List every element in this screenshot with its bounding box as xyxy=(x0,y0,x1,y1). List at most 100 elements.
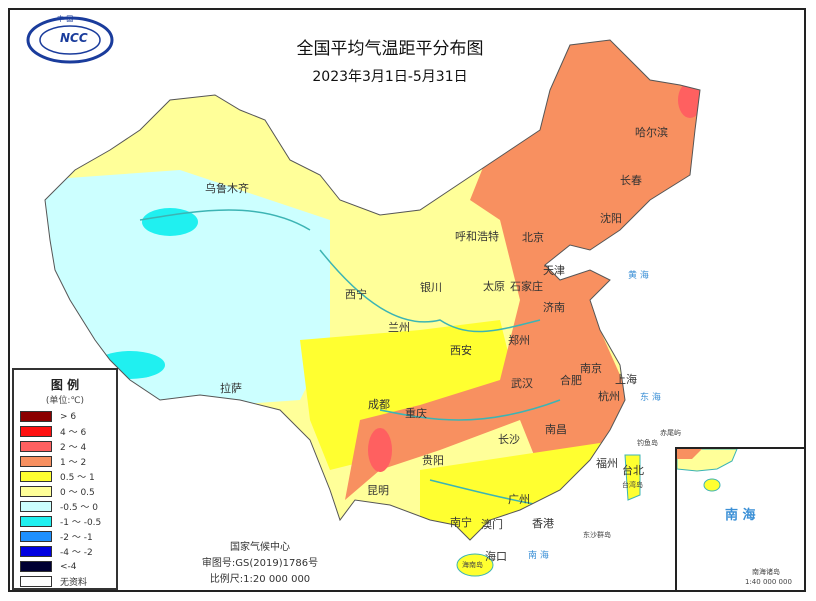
legend-swatch xyxy=(20,426,52,437)
city-label: 沈阳 xyxy=(600,212,622,225)
island-label: 赤尾屿 xyxy=(660,429,681,437)
city-label: 合肥 xyxy=(560,374,582,387)
taiwan xyxy=(624,454,641,501)
south-china-sea-inset: 南 海 南海诸岛 1:40 000 000 xyxy=(675,447,806,592)
city-label: 贵阳 xyxy=(422,454,444,467)
inset-sea-label: 南 海 xyxy=(725,508,756,523)
legend-label: <-4 xyxy=(60,561,77,572)
legend-item: 0.5 ～ 1 xyxy=(20,469,116,484)
city-label: 济南 xyxy=(543,301,565,314)
city-label: 兰州 xyxy=(388,321,410,334)
city-label: 澳门 xyxy=(481,518,503,531)
city-label: 西安 xyxy=(450,344,472,357)
region-0.5-1 xyxy=(300,320,520,470)
approval-number: 审图号:GS(2019)1786号 xyxy=(201,558,319,569)
legend-item: -0.5 ～ 0 xyxy=(20,499,116,514)
city-label: 银川 xyxy=(420,281,442,294)
city-label: 成都 xyxy=(368,398,390,411)
city-label: 拉萨 xyxy=(220,382,242,395)
legend-swatch xyxy=(20,531,52,542)
legend-swatch xyxy=(20,456,52,467)
inset-scale: 1:40 000 000 xyxy=(745,578,792,586)
city-label: 石家庄 xyxy=(510,280,543,293)
region-neg0.5-0 xyxy=(45,170,330,410)
island-label: 钓鱼岛 xyxy=(637,439,658,447)
legend-swatch xyxy=(20,576,52,587)
region-neg1 xyxy=(142,208,198,236)
city-label: 南京 xyxy=(580,362,602,375)
region-2-4 xyxy=(368,428,392,472)
legend-swatch xyxy=(20,486,52,497)
city-label: 乌鲁木齐 xyxy=(205,182,249,195)
map-frame xyxy=(8,8,806,592)
logo-top-text: 中 国 xyxy=(57,15,74,23)
hainan xyxy=(456,553,494,577)
legend-label: 1 ～ 2 xyxy=(60,458,87,468)
map-footer: 国家气候中心 审图号:GS(2019)1786号 比例尺:1:20 000 00… xyxy=(180,540,340,588)
city-label: 呼和浩特 xyxy=(455,230,499,243)
legend-swatch xyxy=(20,546,52,557)
legend-label: 0 ～ 0.5 xyxy=(60,488,95,498)
region-2-4 xyxy=(678,82,700,118)
city-label: 郑州 xyxy=(508,334,530,347)
legend-swatch xyxy=(20,441,52,452)
city-label: 天津 xyxy=(543,264,565,277)
legend-item: 4 ～ 6 xyxy=(20,424,116,439)
legend-swatch xyxy=(20,516,52,527)
scale: 比例尺:1:20 000 000 xyxy=(209,574,311,585)
city-label: 长春 xyxy=(620,174,642,187)
city-label: 南昌 xyxy=(545,423,567,436)
logo-text: NCC xyxy=(60,31,88,45)
legend-swatch xyxy=(20,501,52,512)
city-label: 武汉 xyxy=(511,377,533,390)
inset-map xyxy=(677,449,738,492)
legend-label: -4 ～ -2 xyxy=(60,548,93,558)
legend-label: 无资料 xyxy=(60,578,88,588)
legend-item: -4 ～ -2 xyxy=(20,544,116,559)
legend: 图 例 (单位:℃) > 6 4 ～ 6 2 ～ 4 1 ～ 2 0.5 ～ 1 0 ～ … xyxy=(12,368,118,590)
legend-item: > 6 xyxy=(20,409,116,424)
city-label: 杭州 xyxy=(598,390,620,403)
legend-item: 1 ～ 2 xyxy=(20,454,116,469)
legend-item: 2 ～ 4 xyxy=(20,439,116,454)
legend-label: -0.5 ～ 0 xyxy=(60,503,99,513)
map-subtitle: 2023年3月1日-5月31日 xyxy=(312,69,468,85)
sea-label: 黄 海 xyxy=(628,271,649,281)
logo xyxy=(26,16,114,64)
legend-label: 4 ～ 6 xyxy=(60,428,87,438)
river-lines xyxy=(139,209,561,506)
city-label: 重庆 xyxy=(405,407,427,420)
legend-item: 无资料 xyxy=(20,574,116,589)
legend-item: <-4 xyxy=(20,559,116,574)
legend-item: -2 ～ -1 xyxy=(20,529,116,544)
region-1-2 xyxy=(345,40,700,500)
legend-label: 0.5 ～ 1 xyxy=(60,473,95,483)
city-label: 北京 xyxy=(522,231,544,244)
legend-label: -2 ～ -1 xyxy=(60,533,93,543)
legend-label: -1 ～ -0.5 xyxy=(60,518,102,528)
island-label: 海南岛 xyxy=(462,561,483,569)
city-label: 长沙 xyxy=(498,433,520,446)
city-label: 海口 xyxy=(485,550,507,563)
city-label: 南宁 xyxy=(450,516,472,529)
city-label: 太原 xyxy=(483,280,505,293)
city-label: 哈尔滨 xyxy=(635,126,668,139)
map-title: 全国平均气温距平分布图 xyxy=(296,39,484,59)
legend-label: > 6 xyxy=(60,411,77,422)
island-label: 东沙群岛 xyxy=(583,531,611,539)
legend-label: 2 ～ 4 xyxy=(60,443,87,453)
city-label: 西宁 xyxy=(345,288,367,301)
legend-title: 图 例 xyxy=(50,378,80,392)
city-label: 福州 xyxy=(596,457,618,470)
city-label: 上海 xyxy=(615,373,637,386)
legend-item: 0 ～ 0.5 xyxy=(20,484,116,499)
region-neg0.5-0 xyxy=(260,260,320,340)
city-label: 昆明 xyxy=(367,484,389,497)
inset-label: 南海诸岛 xyxy=(752,568,780,576)
legend-swatch xyxy=(20,471,52,482)
legend-swatch xyxy=(20,561,52,572)
legend-item: -1 ～ -0.5 xyxy=(20,514,116,529)
island-label: 台湾岛 xyxy=(622,481,643,489)
